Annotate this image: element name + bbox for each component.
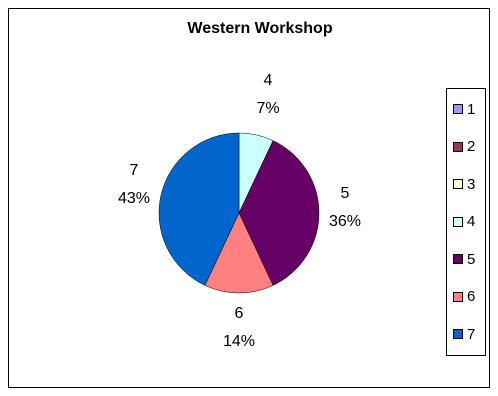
legend-label-4: 4: [467, 213, 476, 230]
legend-label-2: 2: [467, 138, 476, 155]
legend-label-3: 3: [467, 175, 476, 193]
legend-item-5: 5: [453, 250, 475, 268]
slice-percent-label-5: 36%: [329, 213, 361, 230]
legend-label-7: 7: [467, 325, 476, 343]
legend: 1 2 3 4 5 6 7: [446, 88, 486, 356]
legend-label-6: 6: [467, 288, 476, 305]
pie-slice-5: [238, 140, 320, 286]
slice-category-label-5: 5: [341, 185, 350, 202]
legend-swatch-4: [453, 216, 463, 227]
legend-label-1: 1: [467, 100, 476, 118]
legend-swatch-3: [453, 179, 463, 189]
legend-item-3: 3: [453, 175, 475, 193]
slice-category-label-4: 4: [264, 72, 273, 89]
legend-swatch-1: [453, 104, 463, 114]
legend-swatch-7: [453, 329, 463, 339]
slice-percent-label-6: 14%: [223, 333, 255, 350]
legend-item-4: 4: [453, 213, 475, 231]
slice-category-label-7: 7: [130, 162, 139, 179]
chart-title: Western Workshop: [187, 20, 333, 37]
legend-swatch-2: [453, 141, 463, 152]
legend-item-2: 2: [453, 138, 475, 156]
slice-percent-label-4: 7%: [256, 100, 279, 117]
legend-item-6: 6: [453, 288, 475, 306]
legend-item-1: 1: [453, 100, 475, 118]
pie-slice-6: [204, 212, 274, 294]
legend-item-7: 7: [453, 325, 475, 343]
slice-category-label-6: 6: [235, 305, 244, 322]
pie-slice-7: [158, 132, 240, 286]
legend-label-5: 5: [467, 250, 476, 268]
legend-swatch-6: [453, 291, 463, 302]
legend-swatch-5: [453, 254, 463, 264]
slice-percent-label-7: 43%: [118, 190, 150, 207]
